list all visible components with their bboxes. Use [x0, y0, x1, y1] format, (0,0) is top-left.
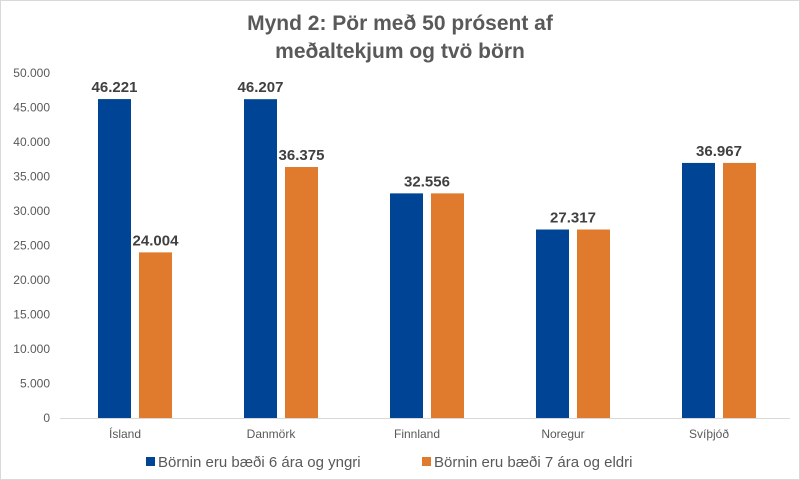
data-label: 36.375: [279, 147, 325, 164]
bar-7-and-older: [723, 162, 756, 418]
y-tick-label: 10.000: [13, 342, 50, 356]
y-tick-label: 35.000: [13, 170, 50, 184]
x-tick-label: Finnland: [394, 427, 440, 441]
legend-label: Börnin eru bæði 7 ára og eldri: [434, 454, 632, 471]
bar-7-and-older: [431, 193, 464, 418]
chart-title: Mynd 2: Pör með 50 prósent af: [247, 12, 554, 35]
y-tick-label: 30.000: [13, 204, 50, 218]
y-tick-label: 50.000: [13, 66, 50, 80]
bar-6-and-younger: [98, 99, 131, 418]
data-label: 32.556: [404, 173, 450, 190]
x-tick-label: Danmörk: [247, 427, 297, 441]
bar-6-and-younger: [536, 229, 569, 418]
legend-swatch: [422, 457, 431, 466]
data-label: 36.967: [696, 143, 742, 160]
x-tick-label: Noregur: [541, 427, 584, 441]
y-tick-label: 20.000: [13, 273, 50, 287]
bar-7-and-older: [577, 229, 610, 418]
bar-6-and-younger: [682, 162, 715, 418]
y-tick-label: 25.000: [13, 239, 50, 253]
data-label: 46.207: [238, 79, 284, 96]
bar-6-and-younger: [390, 193, 423, 418]
bar-7-and-older: [139, 252, 172, 418]
y-tick-label: 5.000: [20, 377, 50, 391]
y-tick-label: 40.000: [13, 135, 50, 149]
legend-swatch: [146, 457, 155, 466]
y-tick-label: 0: [43, 411, 50, 425]
data-label: 27.317: [550, 210, 596, 227]
x-tick-label: Ísland: [109, 426, 141, 441]
x-tick-label: Svíþjóð: [689, 427, 729, 441]
y-tick-label: 45.000: [13, 101, 50, 115]
y-tick-label: 15.000: [13, 308, 50, 322]
bar-7-and-older: [285, 167, 318, 418]
legend-label: Börnin eru bæði 6 ára og yngri: [158, 454, 361, 471]
bar-6-and-younger: [244, 99, 277, 419]
chart-title: meðaltekjum og tvö börn: [275, 40, 525, 63]
data-label: 24.004: [133, 232, 180, 249]
data-label: 46.221: [92, 79, 138, 96]
